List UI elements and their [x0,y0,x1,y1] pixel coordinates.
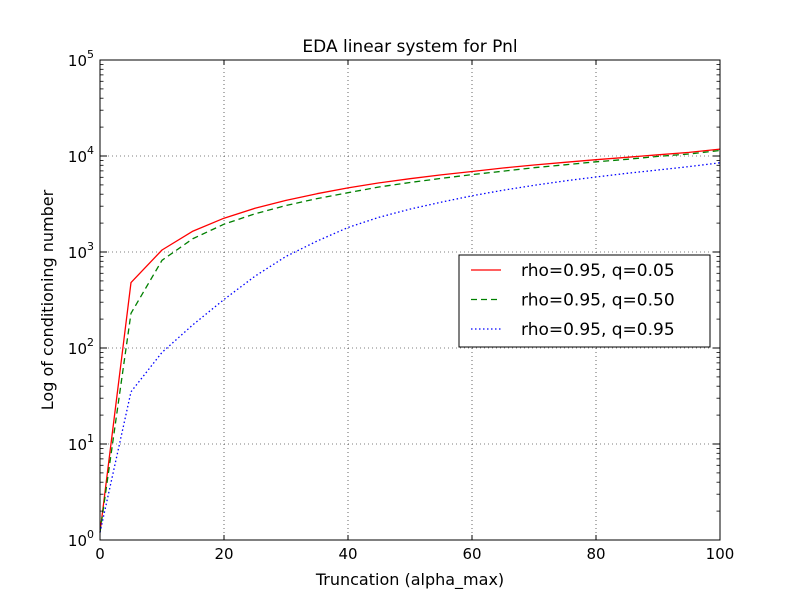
series-line-2 [99,149,721,533]
y-tick-exponent: 1 [87,432,94,445]
x-tick-label: 20 [214,545,233,563]
y-tick-base: 10 [68,532,87,550]
x-tick-label: 60 [462,545,481,563]
legend-label-3: rho=0.95, q=0.95 [521,320,675,340]
legend-label-2: rho=0.95, q=0.50 [521,291,675,311]
y-tick-base: 10 [68,52,87,70]
x-tick-label: 0 [95,545,105,563]
legend: rho=0.95, q=0.05 rho=0.95, q=0.50 rho=0.95… [458,254,711,348]
y-tick-exponent: 2 [87,336,94,349]
chart-title: EDA linear system for Pnl [302,37,517,57]
y-tick-exponent: 0 [87,528,94,541]
y-tick-label: 100 [68,528,94,550]
x-tick-label: 40 [338,545,357,563]
x-tick-label: 100 [706,545,735,563]
y-tick-exponent: 3 [87,240,94,253]
x-axis-label: Truncation (alpha_max) [315,570,504,590]
y-axis-label: Log of conditioning number [38,189,57,410]
y-tick-base: 10 [68,436,87,454]
series-line-1 [99,148,721,533]
plot-frame [99,59,721,541]
y-tick-exponent: 4 [87,144,94,157]
y-tick-label: 101 [68,432,94,454]
legend-label-1: rho=0.95, q=0.05 [521,261,675,281]
y-tick-base: 10 [68,340,87,358]
y-tick-base: 10 [68,148,87,166]
series-line-3 [99,162,721,533]
y-tick-label: 103 [68,240,94,262]
y-tick-label: 102 [68,336,94,358]
y-tick-exponent: 5 [87,48,94,61]
series-lines [99,148,721,533]
y-tick-base: 10 [68,244,87,262]
y-tick-label: 104 [68,144,94,166]
x-tick-label: 80 [586,545,605,563]
y-tick-label: 105 [68,48,94,70]
